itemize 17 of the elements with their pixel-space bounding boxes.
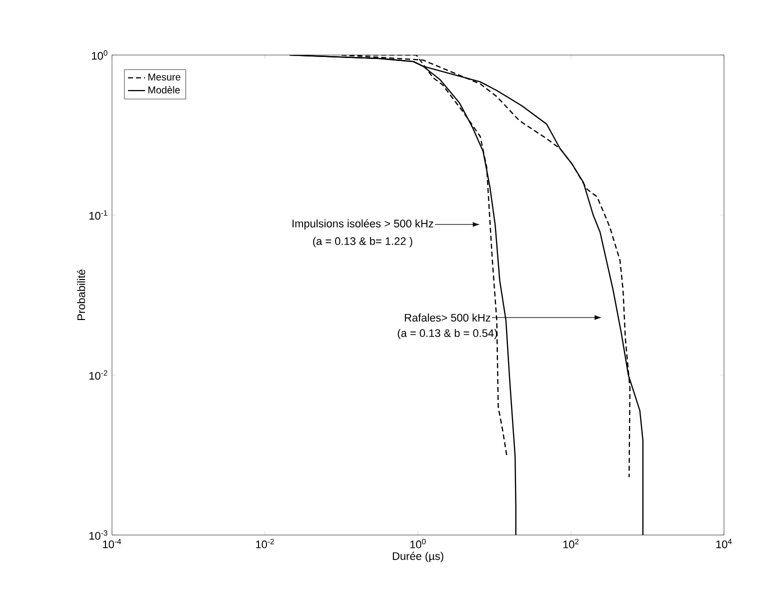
y-axis-title: Probabilité bbox=[76, 270, 86, 320]
annotation: Impulsions isolées > 500 kHz bbox=[292, 219, 434, 230]
y-tick-label: 10$^{-3}$ bbox=[89, 530, 108, 540]
legend-label: Mesure bbox=[148, 74, 180, 81]
annotation: Rafales> 500 kHz bbox=[404, 314, 490, 322]
x-tick-label: 10$^{4}$ bbox=[716, 538, 732, 548]
x-tick-label: 10$^{2}$ bbox=[563, 538, 579, 548]
y-tick-label: 10$^{-2}$ bbox=[89, 370, 108, 380]
x-axis-title: Durée (µs) bbox=[392, 552, 444, 562]
x-tick-label: 10$^{-2}$ bbox=[256, 538, 274, 548]
annotation: (a = 0.13 & b = 0.54) bbox=[398, 328, 497, 340]
y-tick-label: 10$^{-1}$ bbox=[89, 210, 108, 220]
x-tick-label: 10$^{0}$ bbox=[410, 538, 426, 548]
annotation: (a = 0.13 & b= 1.22 ) bbox=[313, 236, 412, 248]
legend-label: Modèle bbox=[148, 86, 180, 94]
y-tick-label: 10$^{0}$ bbox=[92, 50, 108, 60]
x-tick-label: 10$^{-4}$ bbox=[103, 538, 122, 548]
